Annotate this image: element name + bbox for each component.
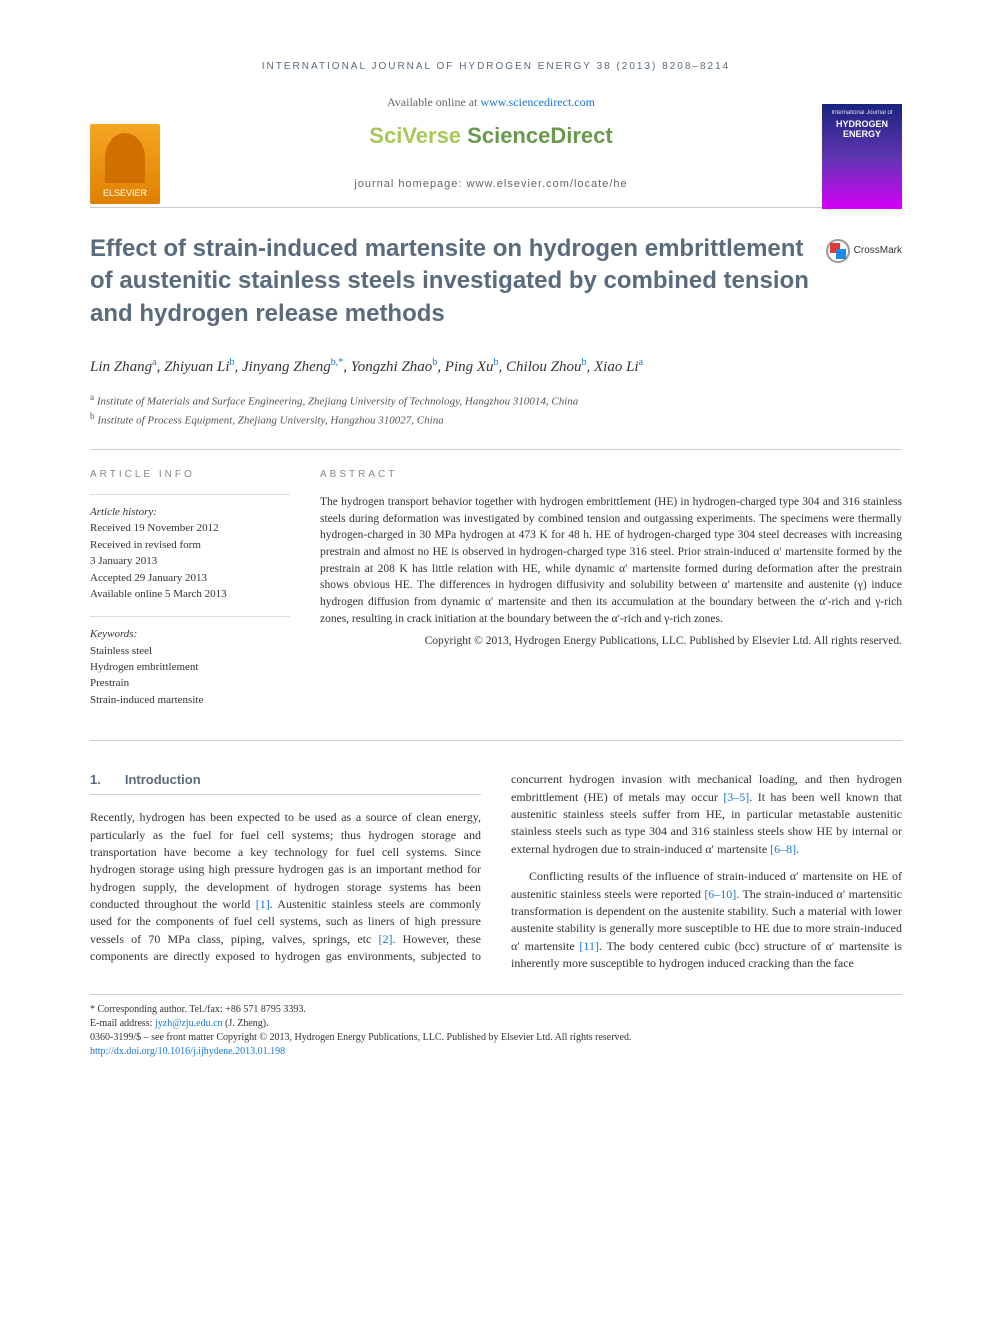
- email-link[interactable]: jyzh@zju.edu.cn: [155, 1018, 223, 1029]
- date-accepted: Accepted 29 January 2013: [90, 571, 290, 586]
- date-received: Received 19 November 2012: [90, 521, 290, 536]
- cover-title: HYDROGEN ENERGY: [827, 120, 897, 140]
- crossmark-icon: [826, 239, 850, 263]
- article-history-block: Article history: Received 19 November 20…: [90, 494, 290, 602]
- author-list: Lin Zhanga, Zhiyuan Lib, Jinyang Zhengb,…: [90, 355, 902, 379]
- available-online-text: Available online at www.sciencedirect.co…: [170, 94, 812, 111]
- affiliations: a Institute of Materials and Surface Eng…: [90, 391, 902, 429]
- crossmark-label: CrossMark: [854, 244, 902, 258]
- date-revised: 3 January 2013: [90, 554, 290, 569]
- body-paragraph: Conflicting results of the influence of …: [511, 868, 902, 972]
- date-revised-label: Received in revised form: [90, 538, 290, 553]
- keywords-label: Keywords:: [90, 627, 290, 642]
- crossmark-badge[interactable]: CrossMark: [826, 239, 902, 263]
- date-online: Available online 5 March 2013: [90, 587, 290, 602]
- abstract-heading: ABSTRACT: [320, 468, 902, 482]
- keyword: Hydrogen embrittlement: [90, 660, 290, 675]
- section-heading: 1. Introduction: [90, 771, 481, 795]
- history-label: Article history:: [90, 505, 290, 520]
- section-number: 1.: [90, 772, 101, 787]
- abstract-copyright: Copyright © 2013, Hydrogen Energy Public…: [320, 633, 902, 649]
- affiliation-a: Institute of Materials and Surface Engin…: [97, 395, 578, 407]
- doi-link[interactable]: http://dx.doi.org/10.1016/j.ijhydene.201…: [90, 1046, 285, 1057]
- article-info-heading: ARTICLE INFO: [90, 468, 290, 482]
- cover-supertitle: International Journal of: [827, 109, 897, 117]
- corresponding-author: * Corresponding author. Tel./fax: +86 57…: [90, 1003, 902, 1017]
- section-title: Introduction: [125, 772, 201, 787]
- sciencedirect-link[interactable]: www.sciencedirect.com: [480, 95, 595, 109]
- elsevier-logo: ELSEVIER: [90, 124, 160, 204]
- elsevier-label: ELSEVIER: [103, 187, 147, 200]
- article-title: Effect of strain-induced martensite on h…: [90, 233, 902, 330]
- abstract-block: ABSTRACT The hydrogen transport behavior…: [320, 468, 902, 722]
- keyword: Stainless steel: [90, 644, 290, 659]
- sciverse-logo: SciVerse ScienceDirect: [170, 121, 812, 152]
- doi-line: http://dx.doi.org/10.1016/j.ijhydene.201…: [90, 1045, 902, 1059]
- issn-copyright: 0360-3199/$ – see front matter Copyright…: [90, 1031, 902, 1045]
- article-body: 1.Introduction Recently, hydrogen has be…: [90, 771, 902, 974]
- footnote-block: * Corresponding author. Tel./fax: +86 57…: [90, 994, 902, 1059]
- abstract-text: The hydrogen transport behavior together…: [320, 494, 902, 627]
- journal-homepage-text: journal homepage: www.elsevier.com/locat…: [170, 177, 812, 192]
- journal-cover-thumbnail: International Journal of HYDROGEN ENERGY: [822, 104, 902, 209]
- keyword: Prestrain: [90, 676, 290, 691]
- email-line: E-mail address: jyzh@zju.edu.cn (J. Zhen…: [90, 1017, 902, 1031]
- journal-header-block: ELSEVIER International Journal of HYDROG…: [90, 94, 902, 208]
- running-header: INTERNATIONAL JOURNAL OF HYDROGEN ENERGY…: [90, 60, 902, 74]
- keyword: Strain-induced martensite: [90, 693, 290, 708]
- affiliation-b: Institute of Process Equipment, Zhejiang…: [97, 414, 443, 426]
- article-info-sidebar: ARTICLE INFO Article history: Received 1…: [90, 468, 290, 722]
- keywords-block: Keywords: Stainless steel Hydrogen embri…: [90, 616, 290, 708]
